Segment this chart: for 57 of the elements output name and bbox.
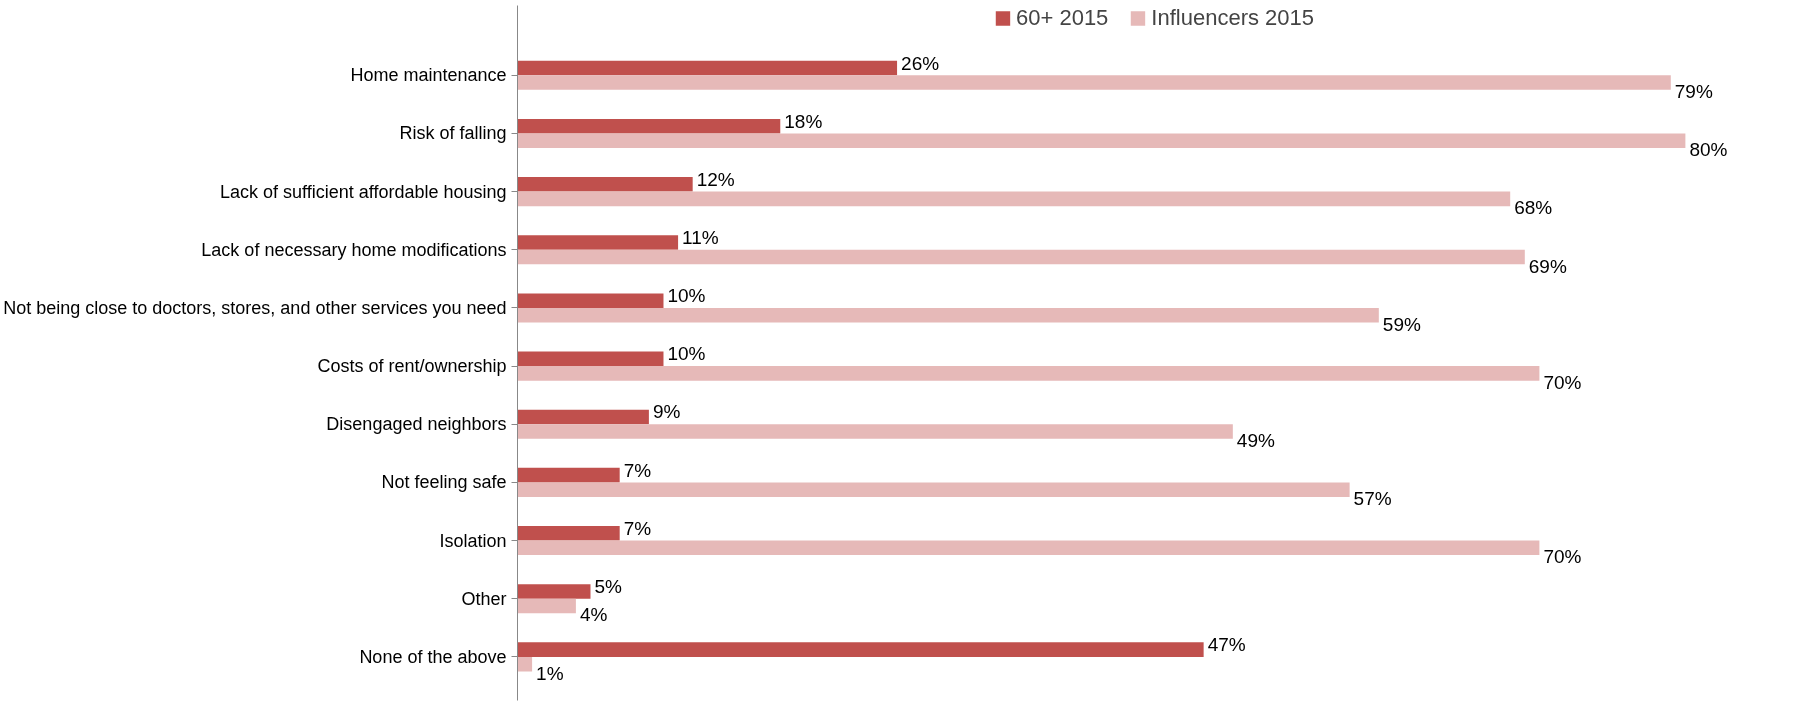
y-tick-label: Home maintenance bbox=[350, 65, 507, 86]
y-tick-label: Lack of sufficient affordable housing bbox=[219, 181, 507, 202]
data-label: 69% bbox=[1528, 255, 1567, 277]
legend-label: 60+ 2015 bbox=[1015, 5, 1109, 31]
y-tick-label: Disengaged neighbors bbox=[326, 414, 507, 435]
data-label: 70% bbox=[1543, 546, 1582, 568]
data-label: 47% bbox=[1207, 634, 1246, 656]
bar bbox=[517, 424, 1233, 439]
bar bbox=[517, 656, 533, 672]
bar bbox=[517, 60, 898, 76]
bar bbox=[517, 75, 1671, 90]
data-label: 10% bbox=[667, 343, 706, 365]
y-tick-label: Costs of rent/ownership bbox=[317, 356, 507, 377]
bar bbox=[517, 526, 620, 541]
bar bbox=[517, 366, 1540, 381]
bar bbox=[517, 118, 781, 134]
data-label: 59% bbox=[1382, 313, 1421, 335]
y-tick-label: Other bbox=[461, 588, 507, 609]
bar bbox=[517, 307, 1379, 323]
data-label: 1% bbox=[536, 662, 564, 684]
data-label: 68% bbox=[1514, 197, 1553, 219]
bar bbox=[517, 467, 620, 483]
data-label: 49% bbox=[1236, 430, 1275, 452]
bar bbox=[517, 177, 693, 192]
data-label: 70% bbox=[1543, 371, 1582, 393]
bar bbox=[517, 584, 591, 599]
data-label: 4% bbox=[579, 604, 608, 626]
bar bbox=[517, 598, 576, 614]
bar bbox=[517, 293, 664, 308]
bar bbox=[517, 249, 1525, 265]
bar bbox=[517, 191, 1511, 207]
data-label: 79% bbox=[1674, 81, 1713, 103]
data-label: 7% bbox=[623, 517, 652, 539]
data-label: 10% bbox=[667, 285, 706, 307]
bar bbox=[517, 133, 1686, 148]
y-tick-label: Lack of necessary home modifications bbox=[201, 239, 507, 260]
data-label: 80% bbox=[1689, 139, 1728, 161]
bar bbox=[517, 409, 649, 425]
legend-label: Influencers 2015 bbox=[1151, 5, 1315, 31]
data-label: 9% bbox=[652, 401, 681, 423]
bar bbox=[517, 351, 664, 367]
data-label: 7% bbox=[623, 459, 652, 481]
y-tick-label: Not feeling safe bbox=[381, 472, 507, 493]
data-label: 11% bbox=[682, 227, 719, 248]
bar bbox=[517, 235, 679, 250]
bar bbox=[517, 642, 1204, 657]
data-label: 12% bbox=[696, 168, 735, 190]
data-label: 5% bbox=[594, 575, 623, 597]
bar bbox=[517, 540, 1540, 556]
y-tick-label: Not being close to doctors, stores, and other services you need bbox=[3, 297, 507, 318]
bar bbox=[517, 482, 1350, 497]
data-label: 26% bbox=[901, 52, 940, 74]
y-tick-label: Risk of falling bbox=[399, 123, 507, 144]
data-label: 18% bbox=[784, 110, 823, 132]
y-tick-label: None of the above bbox=[359, 646, 507, 667]
data-label: 57% bbox=[1353, 488, 1392, 510]
y-tick-label: Isolation bbox=[439, 530, 507, 551]
